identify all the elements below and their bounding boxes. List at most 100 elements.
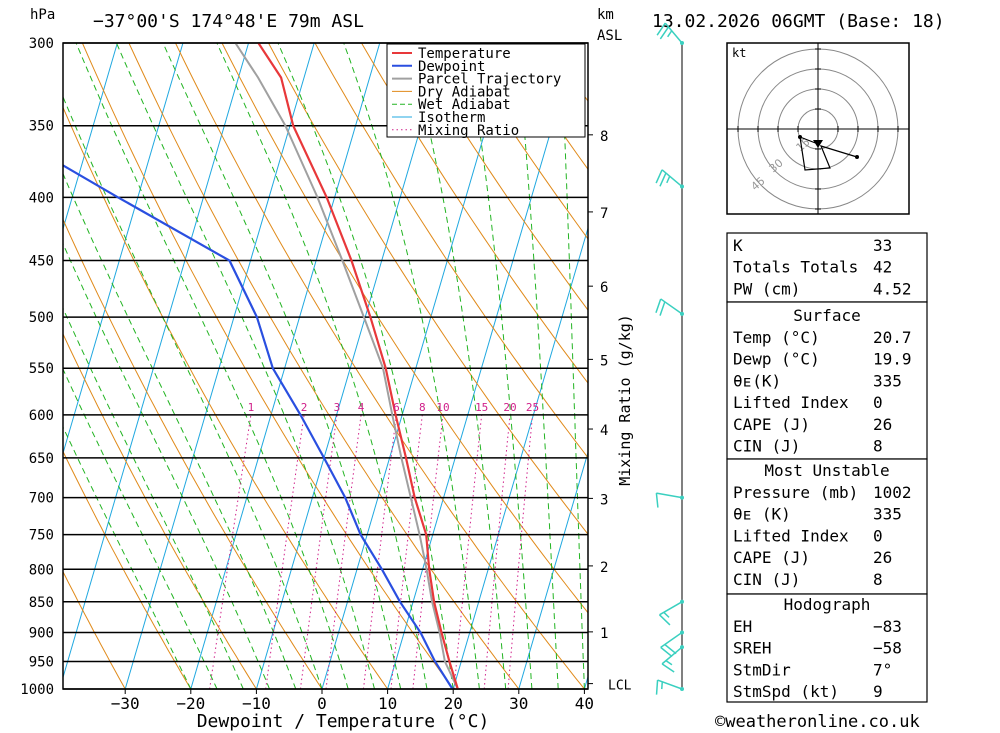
wind-barb-flag xyxy=(655,169,663,184)
wind-barb-staff xyxy=(657,679,683,690)
table-label: StmSpd (kt) xyxy=(733,682,839,701)
dry-adiabat-line xyxy=(407,43,588,311)
x-axis-label: Dewpoint / Temperature (°C) xyxy=(197,711,490,732)
datetime-title: 13.02.2026 06GMT (Base: 18) xyxy=(652,11,945,32)
mixing-ratio-line xyxy=(300,414,338,689)
hodograph-point xyxy=(855,155,859,159)
wet-adiabat-line xyxy=(63,368,218,689)
x-tick-label: 10 xyxy=(378,694,397,713)
mixing-ratio-label: 4 xyxy=(358,401,365,414)
dry-adiabat-line xyxy=(175,43,585,689)
x-tick-label: 20 xyxy=(444,694,463,713)
isotherm-line xyxy=(63,43,118,231)
index-tables: K 33 Totals Totals 42 PW (cm) 4.52 Surface Temp… xyxy=(726,232,928,703)
pressure-tick-label: 900 xyxy=(29,625,54,641)
table-value: 26 xyxy=(873,415,892,434)
mixing-ratio-line xyxy=(412,414,444,689)
mixing-ratio-line xyxy=(390,414,423,689)
table-value: −83 xyxy=(873,617,902,636)
isotherm-line xyxy=(124,43,315,689)
table-label: CIN (J) xyxy=(733,437,800,456)
table-label: K xyxy=(733,236,743,255)
isotherm-line xyxy=(452,226,588,689)
mixing-ratio-label: 8 xyxy=(419,401,426,414)
km-tick-label: 5 xyxy=(600,353,608,369)
parcel-trajectory-line xyxy=(234,43,459,689)
mixing-ratio-label: 3 xyxy=(334,401,341,414)
wind-barb-staff xyxy=(664,22,683,44)
wind-barb-staff xyxy=(661,169,683,188)
wind-barb-half-flag xyxy=(667,30,673,38)
axes: 3003504004505005506006507007508008509009… xyxy=(20,36,631,713)
pressure-tick-label: 750 xyxy=(29,528,54,544)
dry-adiabat-line xyxy=(454,43,588,240)
km-tick-label: 4 xyxy=(600,423,608,439)
wet-adiabat-line xyxy=(63,95,323,689)
table-value: 7° xyxy=(873,660,892,679)
wind-barb-flag xyxy=(659,301,666,316)
table-label: Dewp (°C) xyxy=(733,350,820,369)
wet-adiabat-line xyxy=(407,43,507,689)
dry-adiabat-line xyxy=(81,43,454,689)
wet-adiabat-line xyxy=(516,43,559,689)
surface-box xyxy=(726,301,928,460)
hpa-label: hPa xyxy=(30,7,55,23)
table-label: CAPE (J) xyxy=(733,415,810,434)
km-label: km xyxy=(597,7,614,23)
wind-barb-flag xyxy=(658,614,671,626)
pressure-tick-label: 400 xyxy=(29,190,54,206)
dry-adiabat-line xyxy=(920,43,1000,689)
mixing-ratio-line xyxy=(265,414,305,689)
dry-adiabat-line xyxy=(268,43,588,536)
mixing-ratio-label: 1 xyxy=(248,401,255,414)
isotherm-line xyxy=(63,43,184,455)
table-value: 0 xyxy=(873,526,883,545)
dry-adiabat-line xyxy=(63,570,126,689)
pressure-tick-label: 600 xyxy=(29,408,54,424)
table-label: SREH xyxy=(733,639,772,658)
pressure-tick-label: 850 xyxy=(29,595,54,611)
wind-barb xyxy=(656,22,684,45)
wind-barb-half-flag xyxy=(661,681,664,690)
wet-adiabat-line xyxy=(63,426,192,689)
wind-barbs xyxy=(655,22,684,695)
isotherm-line xyxy=(63,43,250,680)
wind-barb xyxy=(661,645,684,673)
wind-barb-flag xyxy=(655,680,659,695)
table-label: θᴇ(K) xyxy=(733,371,781,390)
mixing-ratio-labels: 1 2 3 4 6 8 10 15 20 25 xyxy=(248,401,540,414)
table-label: Temp (°C) xyxy=(733,328,820,347)
legend-label-temperature: Temperature xyxy=(418,46,511,62)
table-value: 19.9 xyxy=(873,350,912,369)
table-value: 33 xyxy=(873,236,892,255)
pressure-tick-label: 450 xyxy=(29,254,54,270)
x-tick-label: −20 xyxy=(176,694,205,713)
table-title: Surface xyxy=(793,306,860,325)
wind-barb-staff xyxy=(659,601,683,616)
most-unstable-box xyxy=(726,458,928,595)
lcl-label: LCL xyxy=(608,679,632,694)
x-tick-label: 0 xyxy=(317,694,327,713)
wet-adiabat-line xyxy=(277,43,454,689)
table-label: θᴇ (K) xyxy=(733,505,791,524)
storm-motion-marker xyxy=(813,140,823,148)
mixing-ratio-line xyxy=(507,414,533,689)
mixing-ratio-label: 2 xyxy=(301,401,308,414)
pressure-tick-label: 1000 xyxy=(20,682,54,698)
legend-label-dewpoint: Dewpoint xyxy=(418,59,485,75)
wind-barb-flag xyxy=(659,172,667,187)
isotherm-line xyxy=(387,43,578,689)
km-tick-label: 7 xyxy=(600,206,608,222)
temperature-line xyxy=(257,43,459,689)
table-value: 8 xyxy=(873,437,883,456)
km-tick-label: 1 xyxy=(600,626,608,642)
table-label: Pressure (mb) xyxy=(733,483,858,502)
table-value: 0 xyxy=(873,393,883,412)
mixing-ratio-line xyxy=(483,414,511,689)
hodograph-unit-label: kt xyxy=(732,46,746,60)
table-value: 8 xyxy=(873,570,883,589)
legend-label-wet_adiabat: Wet Adiabat xyxy=(418,97,511,113)
dry-adiabat-line xyxy=(361,43,588,384)
